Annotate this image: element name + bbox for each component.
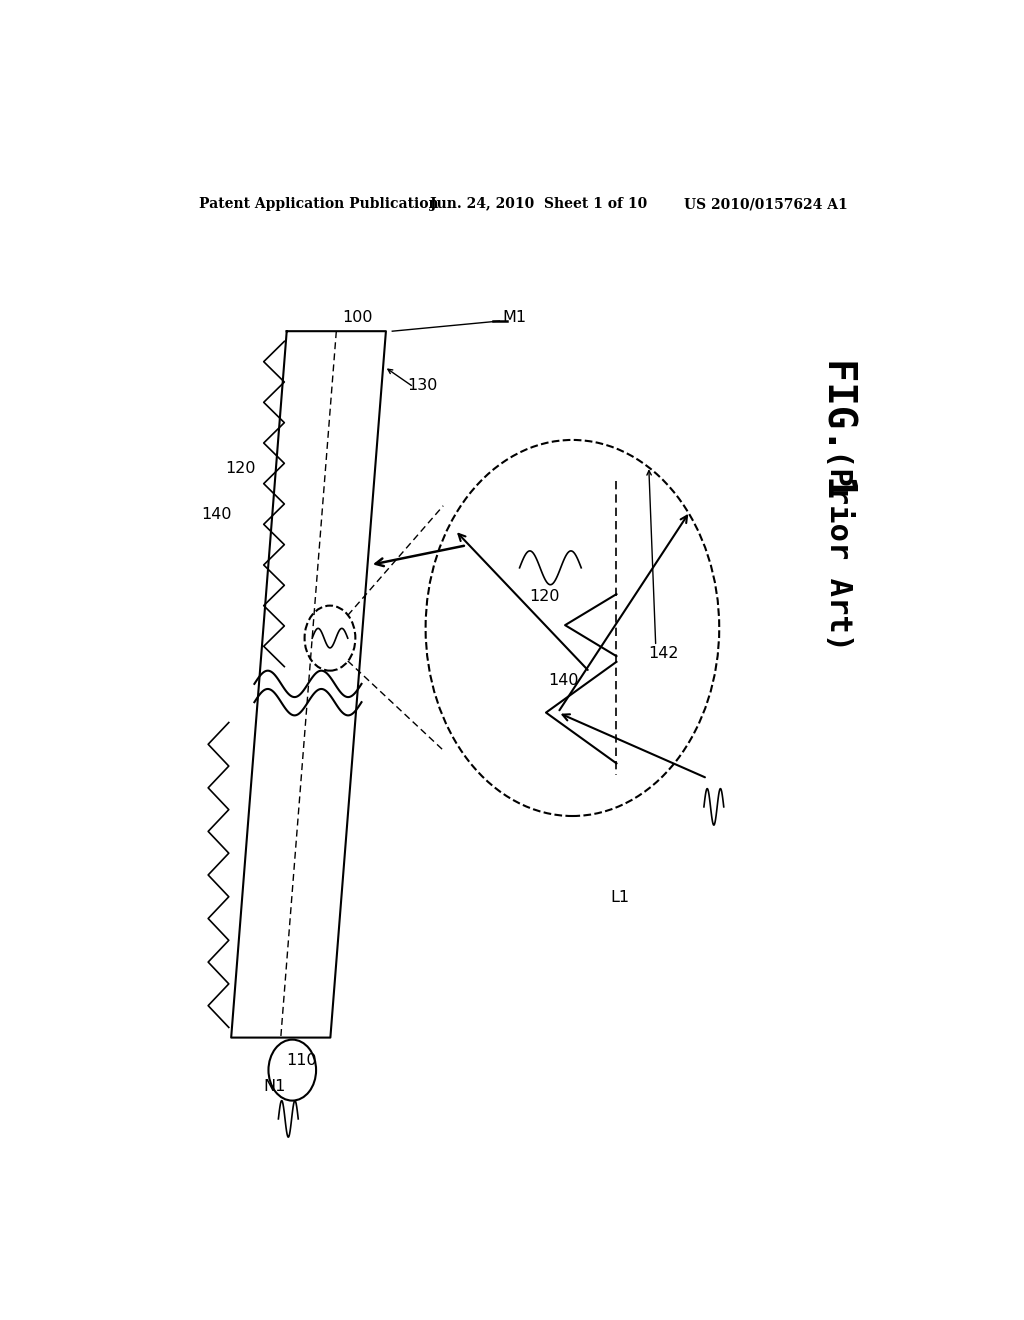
Text: Jun. 24, 2010  Sheet 1 of 10: Jun. 24, 2010 Sheet 1 of 10 [430, 197, 647, 211]
Text: (Prior Art): (Prior Art) [823, 449, 853, 651]
Text: 110: 110 [287, 1053, 317, 1068]
Text: FIG. 1: FIG. 1 [819, 358, 857, 498]
Text: 140: 140 [201, 507, 231, 523]
Text: Patent Application Publication: Patent Application Publication [200, 197, 439, 211]
Text: 120: 120 [225, 462, 255, 477]
Text: 140: 140 [549, 673, 580, 688]
Text: 120: 120 [528, 589, 559, 603]
Text: US 2010/0157624 A1: US 2010/0157624 A1 [684, 197, 847, 211]
Text: L1: L1 [610, 891, 630, 906]
Polygon shape [231, 331, 386, 1038]
Text: N1: N1 [263, 1080, 286, 1094]
Text: 130: 130 [408, 378, 437, 393]
Text: M1: M1 [503, 310, 526, 325]
Text: 100: 100 [342, 310, 373, 325]
Text: 142: 142 [648, 647, 678, 661]
